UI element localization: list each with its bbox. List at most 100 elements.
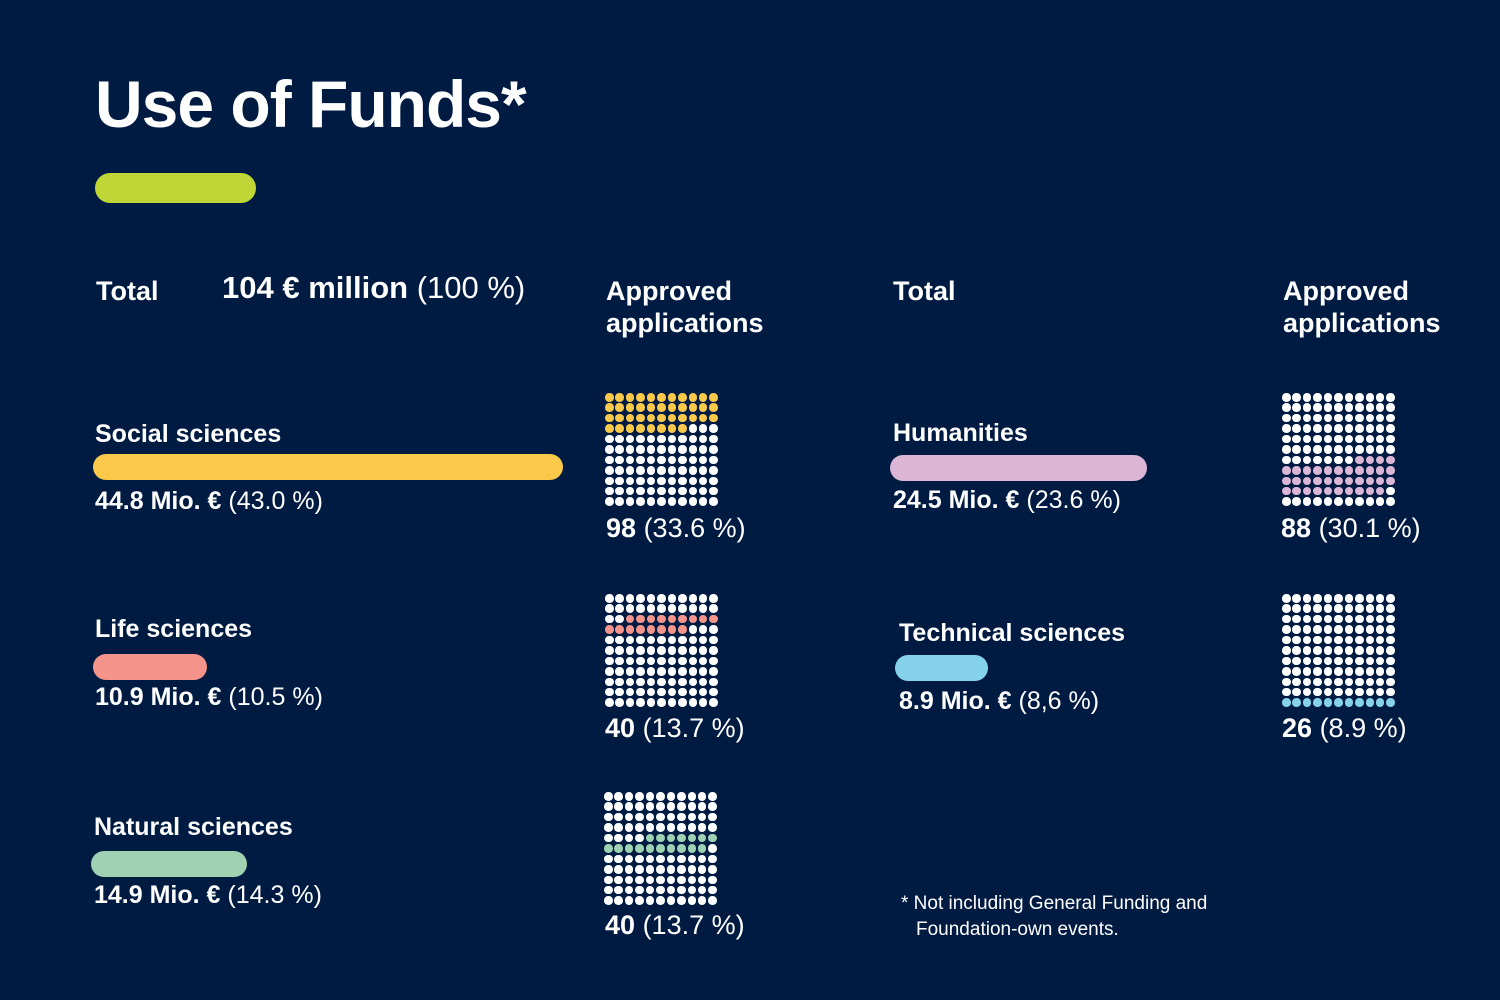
waffle-dot (1313, 667, 1322, 676)
waffle-dot (698, 497, 708, 506)
waffle-dot-humanities (1386, 466, 1395, 475)
waffle-dot (1386, 403, 1395, 412)
waffle-dot (709, 625, 718, 634)
waffle-dot (1355, 594, 1364, 603)
waffle-dot (1313, 413, 1322, 423)
waffle-dot (697, 823, 707, 832)
waffle-dot-humanities (1355, 466, 1364, 475)
header-approved-left: Approved applications (606, 275, 764, 339)
footnote-line1: * Not including General Funding and (901, 893, 1208, 914)
waffle-dot-humanities (1365, 486, 1374, 496)
waffle-dot (687, 854, 696, 864)
waffle-dot (1282, 604, 1291, 613)
header-approved-right-line1: Approved (1283, 276, 1410, 306)
waffle-dot (605, 698, 614, 707)
waffle-dot (646, 497, 656, 506)
waffle-dot (1344, 656, 1354, 666)
waffle-dot (1302, 424, 1312, 433)
waffle-dot (687, 802, 696, 811)
waffle-dot (624, 854, 634, 864)
footnote-line2: Foundation-own events. (916, 919, 1119, 940)
waffle-dot-technical-sciences (1375, 698, 1385, 707)
waffle-dot (625, 455, 635, 465)
waffle-dot (625, 604, 635, 613)
waffle-dot-humanities (1292, 476, 1301, 485)
waffle-dot (1365, 646, 1374, 655)
waffle-dot (636, 646, 645, 655)
waffle-dot (614, 865, 623, 874)
waffle-dot (1313, 646, 1322, 655)
waffle-dot (615, 677, 624, 686)
waffle-dot-natural-sciences (624, 844, 634, 853)
waffle-dot-social-sciences (625, 413, 635, 423)
waffle-dot (1344, 604, 1354, 613)
waffle-dot-humanities (1375, 476, 1385, 485)
waffle-dot (1292, 413, 1301, 423)
waffle-dot-social-sciences (625, 424, 635, 433)
waffle-dot (635, 896, 644, 905)
waffle-dot-social-sciences (698, 403, 708, 412)
waffle-dot (708, 823, 717, 832)
waffle-dot-humanities (1292, 486, 1301, 496)
waffle-dot (1355, 393, 1364, 402)
waffle-dot-life-sciences (636, 625, 645, 634)
waffle-dot (687, 812, 696, 822)
waffle-dot (646, 466, 656, 475)
waffle-dot (614, 833, 623, 843)
waffle-dot (1386, 656, 1395, 666)
waffle-dot (1292, 604, 1301, 613)
waffle-dot (709, 677, 718, 686)
waffle-dot (1375, 413, 1385, 423)
waffle-dot (605, 466, 614, 475)
header-approved-left-line2: applications (606, 308, 764, 338)
waffle-dot (688, 698, 697, 707)
waffle-dot (1334, 497, 1343, 506)
waffle-dot (1334, 413, 1343, 423)
waffle-dot (709, 424, 718, 433)
waffle-dot (708, 802, 717, 811)
waffle-dot (605, 646, 614, 655)
header-approved-right: Approved applications (1283, 275, 1441, 339)
amount-percent-technical-sciences: (8,6 %) (1018, 687, 1100, 715)
waffle-dot (636, 667, 645, 676)
waffle-dot (1334, 393, 1343, 402)
waffle-dot (1282, 424, 1291, 433)
waffle-dot-social-sciences (688, 413, 697, 423)
waffle-dot (605, 497, 614, 506)
waffle-dot-social-sciences (636, 393, 645, 402)
waffle-dot-social-sciences (678, 393, 687, 402)
waffle-dot (1386, 677, 1395, 686)
waffle-dot (1365, 667, 1374, 676)
waffle-dot (625, 476, 635, 485)
waffle-dot (646, 455, 656, 465)
waffle-dot (636, 486, 645, 496)
waffle-dot (1334, 635, 1343, 645)
waffle-dot (1292, 445, 1301, 454)
waffle-dot (624, 823, 634, 832)
waffle-dot (605, 667, 614, 676)
waffle-dot (636, 445, 645, 454)
waffle-dot (709, 434, 718, 444)
waffle-dot (1344, 687, 1354, 697)
waffle-dot (1344, 625, 1354, 634)
total-value: 104 € million (100 %) (222, 270, 525, 306)
amount-percent-humanities: (23.6 %) (1026, 486, 1121, 514)
waffle-dot (709, 497, 718, 506)
waffle-dot (636, 434, 645, 444)
waffle-dot (635, 792, 644, 801)
waffle-dot-natural-sciences (666, 844, 676, 853)
waffle-dot (605, 687, 614, 697)
waffle-dot (698, 625, 708, 634)
waffle-dot (1302, 677, 1312, 686)
waffle-dot-technical-sciences (1313, 698, 1322, 707)
waffle-dot (625, 497, 635, 506)
total-value-percent: (100 %) (416, 270, 526, 305)
waffle-dot (1355, 604, 1364, 613)
waffle-dot (1386, 445, 1395, 454)
waffle-dot (1334, 424, 1343, 433)
waffle-dot-social-sciences (605, 403, 614, 412)
waffle-dot (678, 656, 687, 666)
waffle-dot (688, 434, 697, 444)
waffle-dot (657, 698, 666, 707)
waffle-dot (1344, 635, 1354, 645)
